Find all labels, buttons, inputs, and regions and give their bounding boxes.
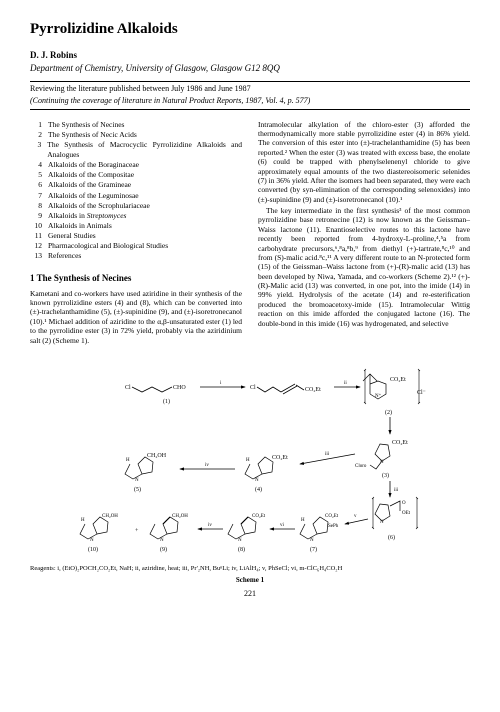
review-line-2: (Continuing the coverage of literature i… <box>30 96 470 106</box>
toc-item: 10Alkaloids in Animals <box>30 221 242 231</box>
svg-text:O: O <box>402 501 406 506</box>
svg-text:(10): (10) <box>88 546 98 553</box>
section-1-heading: 1 The Synthesis of Necines <box>30 273 242 284</box>
compound-4: N CO₂Et H (4) <box>245 455 288 493</box>
right-paragraph-1: Intramolecular alkylation of the chloro-… <box>258 120 470 204</box>
compound-1b: Cl CO₂Et <box>250 384 321 394</box>
svg-text:(8): (8) <box>238 546 245 553</box>
svg-text:CO₂Et: CO₂Et <box>325 514 339 519</box>
svg-text:v: v <box>354 514 357 519</box>
compound-1: Cl CHO (1) <box>125 385 186 405</box>
cl-label: Cl <box>125 385 131 391</box>
toc-item: 13References <box>30 251 242 261</box>
compound-2: N⁺ CO₂Et Cl⁻ (2) <box>363 369 426 416</box>
svg-text:N: N <box>90 538 94 543</box>
toc: 1The Synthesis of Necines2The Synthesis … <box>30 120 242 262</box>
toc-item: 5Alkaloids of the Compositae <box>30 170 242 180</box>
svg-text:OEt: OEt <box>402 511 411 516</box>
compound-3: N Cloro CO₂Et (3) <box>355 440 408 479</box>
review-line-1: Reviewing the literature published betwe… <box>30 84 470 94</box>
svg-text:CO₂Et: CO₂Et <box>392 440 408 446</box>
toc-item: 6Alkaloids of the Gramineae <box>30 180 242 190</box>
svg-text:Cl: Cl <box>250 385 256 391</box>
svg-text:(5): (5) <box>134 486 141 493</box>
divider-top <box>30 81 470 82</box>
num-1: (1) <box>163 398 170 405</box>
left-column: 1The Synthesis of Necines2The Synthesis … <box>30 120 242 345</box>
svg-text:N: N <box>310 538 314 543</box>
right-column: Intramolecular alkylation of the chloro-… <box>258 120 470 345</box>
svg-text:iii: iii <box>394 488 399 493</box>
toc-item: 3The Synthesis of Macrocyclic Pyrrolizid… <box>30 140 242 160</box>
left-paragraph: Kametani and co-workers have used azirid… <box>30 289 242 345</box>
svg-text:+: + <box>135 528 139 534</box>
svg-text:vi: vi <box>280 523 285 528</box>
toc-item: 4Alkaloids of the Boraginaceae <box>30 160 242 170</box>
compound-7: N CO₂Et SePh H (7) <box>300 514 339 553</box>
svg-text:N: N <box>238 538 242 543</box>
svg-text:SePh: SePh <box>328 524 339 529</box>
svg-text:CO₂Et: CO₂Et <box>252 514 266 519</box>
arrow-ii-label: ii <box>344 381 347 386</box>
svg-text:(6): (6) <box>388 534 395 541</box>
svg-text:H: H <box>126 458 130 463</box>
right-paragraph-2: The key intermediate in the first synthe… <box>258 206 470 328</box>
svg-text:iv: iv <box>205 463 209 468</box>
svg-text:(3): (3) <box>382 472 389 479</box>
scheme-label: Scheme 1 <box>30 576 470 585</box>
toc-item: 9Alkaloids in Streptomyces <box>30 211 242 221</box>
svg-text:CH₂OH: CH₂OH <box>172 514 188 519</box>
svg-text:CO₂Et: CO₂Et <box>305 387 321 393</box>
svg-text:(9): (9) <box>160 546 167 553</box>
divider-bottom <box>30 109 470 110</box>
cho-label: CHO <box>173 385 186 391</box>
page-number: 221 <box>30 589 470 599</box>
arrow-i-label: i <box>220 381 222 386</box>
compound-9: N CH₂OH (9) <box>150 514 188 553</box>
svg-text:CO₂Et: CO₂Et <box>390 377 406 383</box>
svg-text:iv: iv <box>208 523 212 528</box>
title: Pyrrolizidine Alkaloids <box>30 20 470 40</box>
compound-6: N O OEt (6) <box>372 497 418 541</box>
compound-5: N CH₂OH H (5) <box>125 453 167 493</box>
reagents-line: Reagents: i, (EtO)₂POCH₂CO₂Et, NaH; ii, … <box>30 565 470 573</box>
svg-text:N: N <box>160 538 164 543</box>
svg-text:N: N <box>255 478 259 483</box>
toc-item: 2The Synthesis of Necic Acids <box>30 130 242 140</box>
toc-item: 1The Synthesis of Necines <box>30 120 242 130</box>
toc-item: 7Alkaloids of the Leguminosae <box>30 191 242 201</box>
svg-text:N: N <box>135 478 139 483</box>
scheme-svg: Cl CHO (1) i Cl CO₂Et ii N⁺ CO₂Et Cl⁻ (2… <box>30 359 470 559</box>
svg-text:Cloro: Cloro <box>355 464 367 469</box>
svg-text:iii: iii <box>325 452 330 457</box>
scheme-1-diagram: Cl CHO (1) i Cl CO₂Et ii N⁺ CO₂Et Cl⁻ (2… <box>30 359 470 559</box>
svg-text:CH₂OH: CH₂OH <box>102 514 118 519</box>
compound-10: N CH₂OH H (10) <box>80 514 118 553</box>
author: D. J. Robins <box>30 50 470 62</box>
toc-item: 12Pharmacological and Biological Studies <box>30 241 242 251</box>
svg-text:CH₂OH: CH₂OH <box>147 453 167 459</box>
two-columns: 1The Synthesis of Necines2The Synthesis … <box>30 120 470 345</box>
svg-text:(4): (4) <box>255 486 262 493</box>
compound-8: N CO₂Et (8) <box>228 514 266 553</box>
svg-text:CO₂Et: CO₂Et <box>272 455 288 461</box>
affiliation: Department of Chemistry, University of G… <box>30 63 470 75</box>
svg-text:H: H <box>301 518 305 523</box>
svg-text:N⁺: N⁺ <box>375 393 382 399</box>
svg-text:(7): (7) <box>310 546 317 553</box>
svg-text:H: H <box>81 518 85 523</box>
toc-item: 11General Studies <box>30 231 242 241</box>
svg-text:(2): (2) <box>385 409 392 416</box>
svg-text:H: H <box>246 458 250 463</box>
svg-text:Cl⁻: Cl⁻ <box>417 390 426 396</box>
svg-text:N: N <box>380 520 384 525</box>
toc-item: 8Alkaloids of the Scrophulariaceae <box>30 201 242 211</box>
